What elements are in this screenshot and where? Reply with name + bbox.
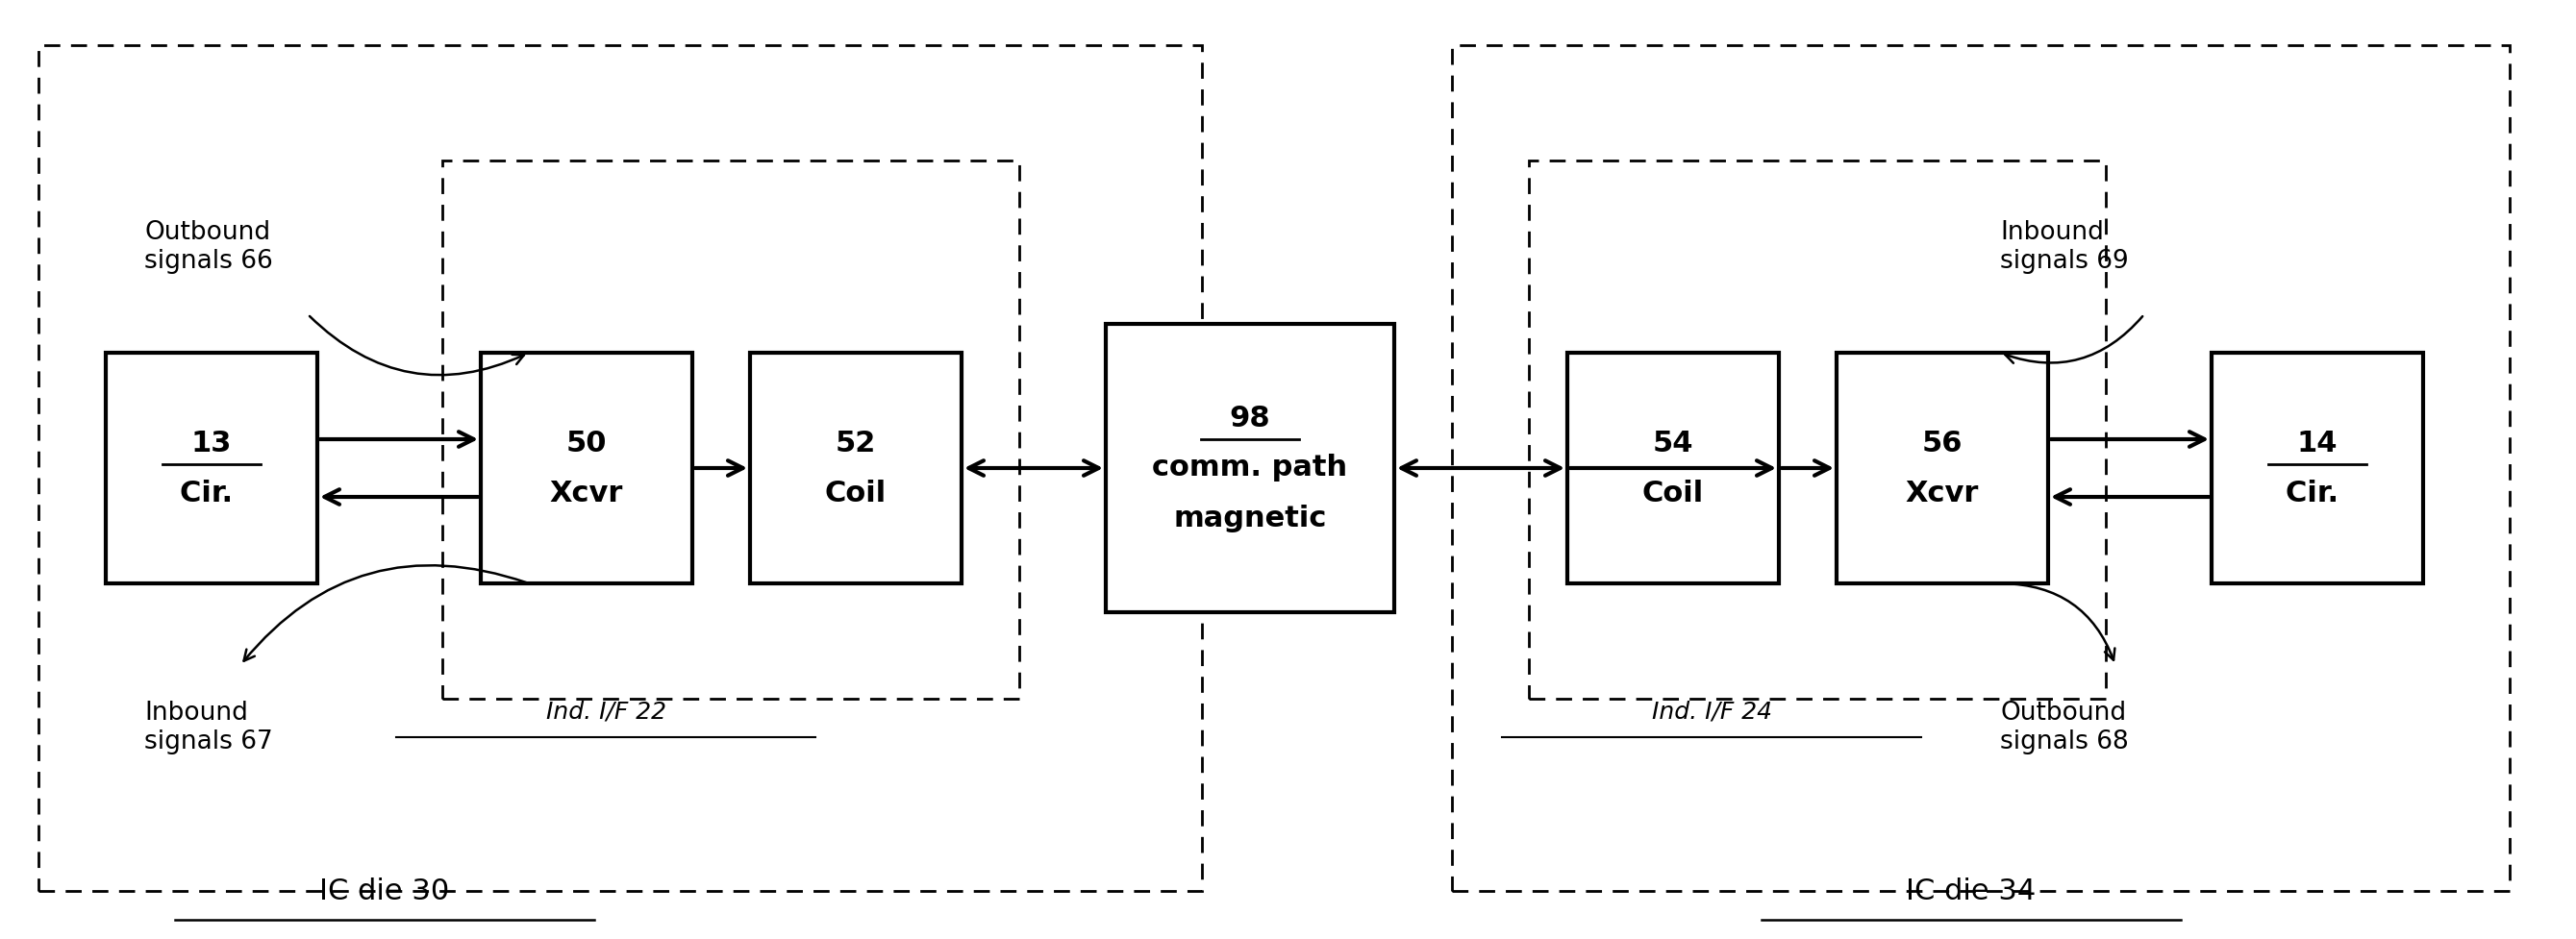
Text: Xcvr: Xcvr (1906, 479, 1978, 507)
Text: Xcvr: Xcvr (549, 479, 623, 507)
Text: 13: 13 (191, 429, 232, 457)
Text: Ind. I/F 24: Ind. I/F 24 (1651, 700, 1772, 723)
Text: Outbound
signals 68: Outbound signals 68 (1999, 700, 2128, 754)
Text: 56: 56 (1922, 429, 1963, 457)
Text: IC die 34: IC die 34 (1906, 877, 2035, 905)
Text: 98: 98 (1229, 404, 1270, 432)
Bar (39, 45, 1203, 891)
Text: Inbound
signals 67: Inbound signals 67 (144, 700, 273, 754)
Text: Cir.: Cir. (180, 479, 242, 507)
Bar (1453, 45, 2509, 891)
Bar (482, 353, 693, 583)
Bar (750, 353, 961, 583)
Text: comm. path: comm. path (1151, 454, 1347, 482)
Text: Coil: Coil (1643, 479, 1703, 507)
Text: IC die 30: IC die 30 (319, 877, 451, 905)
Text: Coil: Coil (824, 479, 886, 507)
Text: Cir.: Cir. (2285, 479, 2349, 507)
Text: 14: 14 (2298, 429, 2339, 457)
Text: Inbound
signals 69: Inbound signals 69 (1999, 220, 2128, 274)
Bar (106, 353, 317, 583)
Text: Outbound
signals 66: Outbound signals 66 (144, 220, 273, 274)
Bar (1105, 324, 1394, 612)
Bar (1837, 353, 2048, 583)
Text: Ind. I/F 22: Ind. I/F 22 (546, 700, 665, 723)
Text: 54: 54 (1654, 429, 1692, 457)
Text: 50: 50 (567, 429, 608, 457)
Bar (2213, 353, 2424, 583)
Bar (1566, 353, 1780, 583)
Text: magnetic: magnetic (1175, 504, 1327, 532)
Text: 52: 52 (835, 429, 876, 457)
Bar (1530, 161, 2105, 699)
Bar (443, 161, 1020, 699)
